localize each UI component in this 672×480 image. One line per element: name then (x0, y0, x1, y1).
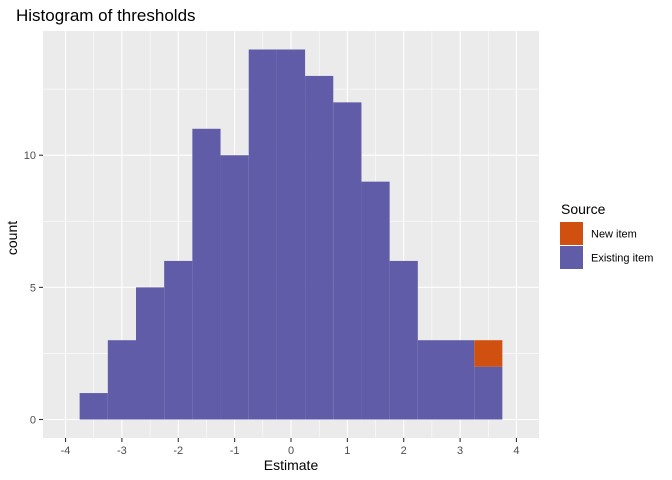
x-axis-title: Estimate (264, 457, 319, 473)
y-tick-label: 0 (30, 415, 36, 427)
x-tick-label: -3 (117, 445, 127, 457)
x-tick-label: 2 (401, 445, 407, 457)
bar-existing-item (446, 340, 475, 420)
x-tick-label: -1 (230, 445, 240, 457)
bar-existing-item (79, 393, 108, 420)
x-tick-label: -4 (61, 445, 71, 457)
legend: Source New item Existing item (560, 201, 653, 269)
x-tick-label: 3 (457, 445, 463, 457)
y-axis: 0 5 10 (24, 150, 43, 427)
legend-title: Source (561, 201, 606, 217)
x-tick-label: -2 (173, 445, 183, 457)
bar-existing-item (474, 366, 503, 420)
legend-label: Existing item (591, 253, 653, 265)
x-tick-label: 0 (288, 445, 294, 457)
bar-existing-item (164, 260, 193, 420)
bar-existing-item (333, 102, 362, 420)
x-axis: -4 -3 -2 -1 0 1 2 3 4 (61, 438, 520, 457)
bar-existing-item (305, 75, 334, 420)
bar-existing-item (361, 181, 390, 420)
bar-existing-item (192, 128, 221, 420)
histogram-bars (79, 49, 503, 420)
bar-existing-item (389, 260, 418, 420)
bar-new-item (474, 340, 503, 367)
x-tick-label: 1 (344, 445, 350, 457)
chart-title: Histogram of thresholds (16, 6, 196, 25)
bar-existing-item (248, 49, 277, 420)
y-tick-label: 5 (30, 282, 36, 294)
bar-existing-item (276, 49, 306, 420)
x-tick-label: 4 (513, 445, 519, 457)
bar-existing-item (220, 155, 249, 420)
legend-key (560, 222, 583, 245)
bar-existing-item (136, 287, 165, 420)
legend-key (560, 246, 583, 269)
bar-existing-item (107, 340, 136, 420)
legend-label: New item (591, 229, 637, 241)
y-tick-label: 10 (24, 150, 36, 162)
y-axis-title: count (4, 221, 20, 255)
bar-existing-item (417, 340, 446, 420)
